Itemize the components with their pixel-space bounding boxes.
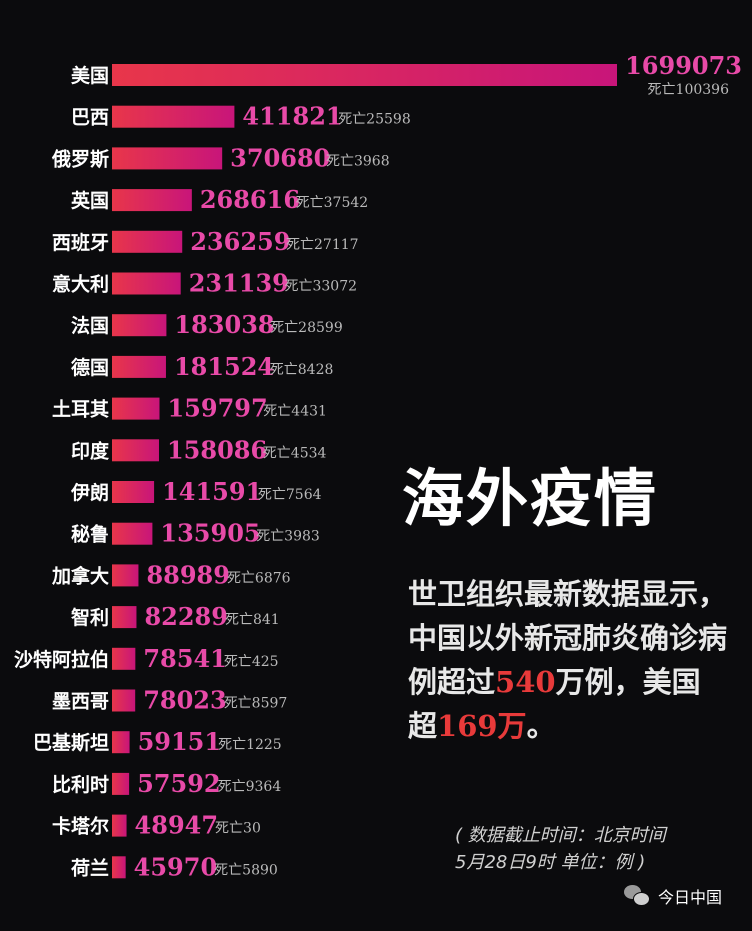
death-label: 死亡5890 [214, 862, 278, 878]
value-label: 82289 [144, 602, 228, 631]
value-label: 236259 [190, 227, 290, 256]
death-label: 死亡9364 [218, 779, 282, 795]
bar [112, 606, 137, 629]
subtitle-text-1: 世卫组织最新数据显示，中国以外新冠肺炎确诊病例超过 [408, 577, 728, 699]
value-label: 45970 [134, 852, 218, 881]
category-label: 印度 [71, 439, 110, 462]
bar [112, 147, 223, 170]
category-label: 德国 [71, 356, 109, 379]
bar [112, 481, 155, 503]
value-label: 268616 [200, 185, 300, 214]
value-label: 159797 [167, 394, 267, 423]
category-label: 美国 [71, 64, 109, 87]
value-label: 1699073 [625, 51, 742, 80]
source-label: 今日中国 [658, 888, 723, 907]
bar [112, 689, 136, 712]
category-label: 比利时 [52, 774, 109, 796]
category-label: 墨西哥 [52, 691, 109, 713]
data-note-line-2: 5月28日9时 单位：例 ) [455, 852, 646, 873]
bar [112, 189, 192, 212]
category-label: 智利 [71, 606, 109, 629]
death-label: 死亡425 [224, 654, 279, 670]
category-label: 巴基斯坦 [33, 731, 109, 754]
value-label: 135905 [160, 519, 260, 548]
value-label: 370680 [230, 143, 330, 172]
death-label: 死亡28599 [270, 320, 343, 336]
data-note: ( 数据截止时间：北京时间 5月28日9时 单位：例 ) [455, 822, 725, 876]
category-label: 巴西 [71, 107, 109, 129]
category-label: 俄罗斯 [51, 147, 109, 170]
subtitle-text-2: 万例，美国超 [408, 665, 701, 743]
bar [112, 731, 130, 754]
death-label: 死亡100396 [648, 82, 730, 98]
bar [112, 272, 181, 295]
value-label: 183038 [174, 310, 274, 339]
death-label: 死亡7564 [258, 487, 322, 503]
bar [112, 647, 136, 670]
bar [112, 397, 160, 420]
bar [112, 64, 617, 86]
bar [112, 439, 159, 462]
category-label: 秘鲁 [71, 523, 109, 546]
category-label: 西班牙 [52, 231, 109, 254]
bar [112, 522, 153, 545]
death-label: 死亡1225 [218, 737, 282, 753]
bar [112, 564, 139, 587]
death-label: 死亡3983 [256, 529, 320, 545]
bar [112, 314, 167, 337]
category-label: 加拿大 [51, 564, 109, 587]
value-label: 141591 [162, 477, 262, 506]
death-label: 死亡4431 [263, 404, 327, 420]
death-label: 死亡3968 [326, 153, 390, 169]
subtitle-highlight-2: 169万 [437, 709, 527, 743]
category-label: 卡塔尔 [52, 815, 109, 838]
category-label: 英国 [71, 189, 109, 212]
death-label: 死亡8428 [270, 362, 334, 378]
value-label: 57592 [137, 769, 221, 798]
death-label: 死亡30 [215, 821, 261, 837]
death-label: 死亡8597 [224, 696, 288, 712]
death-label: 死亡841 [225, 612, 280, 628]
bar [112, 105, 235, 128]
subtitle-highlight-1: 540 [495, 665, 556, 699]
value-label: 88989 [146, 560, 230, 589]
death-label: 死亡4534 [263, 445, 327, 461]
bar [112, 230, 183, 253]
source-credit: 今日中国 [624, 884, 722, 908]
death-label: 死亡27117 [286, 237, 359, 253]
category-label: 伊朗 [70, 481, 109, 504]
value-label: 78023 [143, 686, 227, 715]
category-label: 土耳其 [52, 399, 109, 421]
death-label: 死亡37542 [296, 195, 369, 211]
category-label: 沙特阿拉伯 [14, 648, 109, 671]
value-label: 231139 [189, 269, 289, 298]
value-label: 78541 [143, 644, 227, 673]
category-label: 法国 [71, 314, 109, 337]
death-label: 死亡33072 [284, 279, 357, 295]
data-note-line-1: ( 数据截止时间：北京时间 [455, 825, 666, 846]
death-label: 死亡25598 [338, 112, 411, 128]
category-label: 意大利 [52, 273, 109, 296]
subtitle-text-3: 。 [526, 709, 556, 743]
bar [112, 856, 126, 879]
death-label: 死亡6876 [227, 570, 291, 586]
value-label: 181524 [174, 352, 274, 381]
subtitle: 世卫组织最新数据显示，中国以外新冠肺炎确诊病例超过540万例，美国超169万。 [408, 572, 728, 748]
page-title: 海外疫情 [402, 462, 659, 535]
value-label: 48947 [135, 811, 219, 840]
value-label: 59151 [138, 727, 222, 756]
value-label: 158086 [167, 435, 267, 464]
bar [112, 814, 127, 837]
bar [112, 355, 166, 378]
wechat-icon [624, 885, 650, 907]
category-label: 荷兰 [71, 856, 109, 879]
bar [112, 772, 130, 795]
value-label: 411821 [242, 102, 342, 131]
